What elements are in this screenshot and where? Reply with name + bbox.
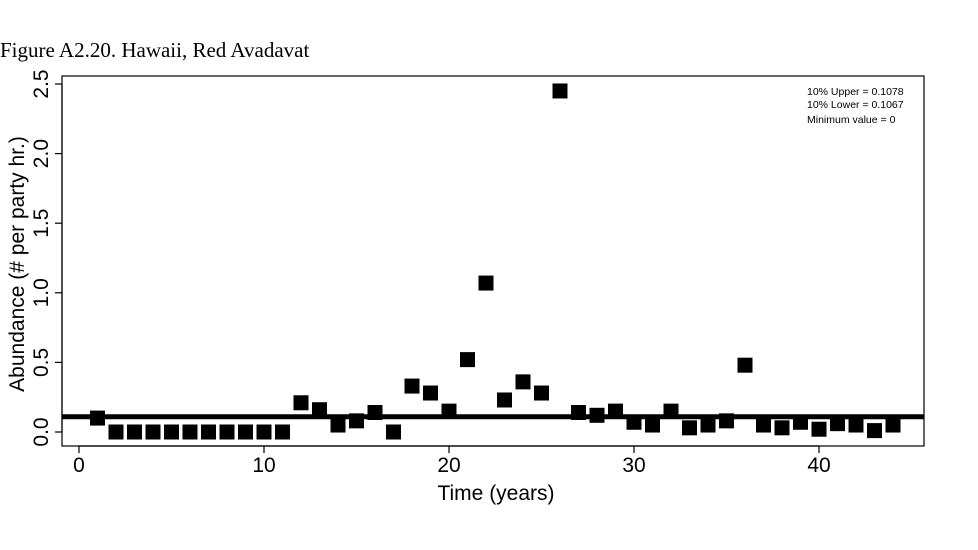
data-point [219,424,235,440]
data-point [90,410,105,426]
data-point [330,417,346,433]
x-tick-label: 40 [807,454,830,477]
data-point [386,424,401,440]
data-point [201,424,216,440]
data-point [700,417,716,433]
data-point [682,420,697,436]
data-point [127,424,142,440]
x-tick-label: 10 [252,454,275,477]
data-point [238,424,253,440]
y-axis-title: Abundance (# per party hr.) [6,136,29,392]
data-point [885,417,901,433]
data-point [145,424,161,440]
legend: 10% Upper = 0.1078 10% Lower = 0.1067 Mi… [807,86,904,126]
data-point [608,403,623,419]
data-point [256,424,272,440]
data-point [423,385,438,401]
data-point [571,405,586,421]
data-points [90,83,901,440]
data-point [534,385,549,401]
legend-minimum: Minimum value = 0 [807,114,896,126]
y-tick-label: 2.0 [30,139,53,168]
data-point [275,424,290,440]
data-point [626,414,642,430]
y-tick-label: 1.5 [30,209,53,238]
data-point [349,413,364,429]
data-point [460,352,475,368]
data-point [737,357,753,373]
data-point [497,392,512,408]
x-axis: 0 10 20 30 40 [73,445,831,477]
data-point [756,417,771,433]
data-point [663,403,679,419]
x-tick-label: 0 [73,454,85,477]
x-tick-label: 20 [437,454,460,477]
y-tick-label: 0.0 [30,417,53,446]
data-point [441,403,457,419]
data-point [108,424,124,440]
x-tick-label: 30 [622,454,645,477]
data-point [830,416,845,432]
data-point [774,420,790,436]
data-point [404,378,420,394]
data-point [164,424,179,440]
data-point [478,275,494,291]
data-point [811,421,827,437]
data-point [367,405,383,421]
y-axis: 0.0 0.5 1.0 1.5 2.0 2.5 [30,69,63,447]
data-point [645,417,660,433]
y-tick-label: 1.0 [30,278,53,307]
legend-lower: 10% Lower = 0.1067 [807,99,904,111]
x-axis-title: Time (years) [437,482,554,505]
plot-frame [61,75,925,447]
data-point [793,414,808,430]
data-point [182,424,198,440]
figure-caption: Figure A2.20. Hawaii, Red Avadavat [0,38,310,62]
data-point [848,417,864,433]
data-point [867,423,882,439]
legend-upper: 10% Upper = 0.1078 [807,86,904,98]
data-point [719,413,734,429]
y-tick-label: 2.5 [30,69,53,98]
data-point [552,83,568,99]
data-point [293,395,309,411]
data-point [515,374,531,390]
data-point [589,407,605,423]
y-tick-label: 0.5 [30,348,53,377]
data-point [312,402,327,418]
